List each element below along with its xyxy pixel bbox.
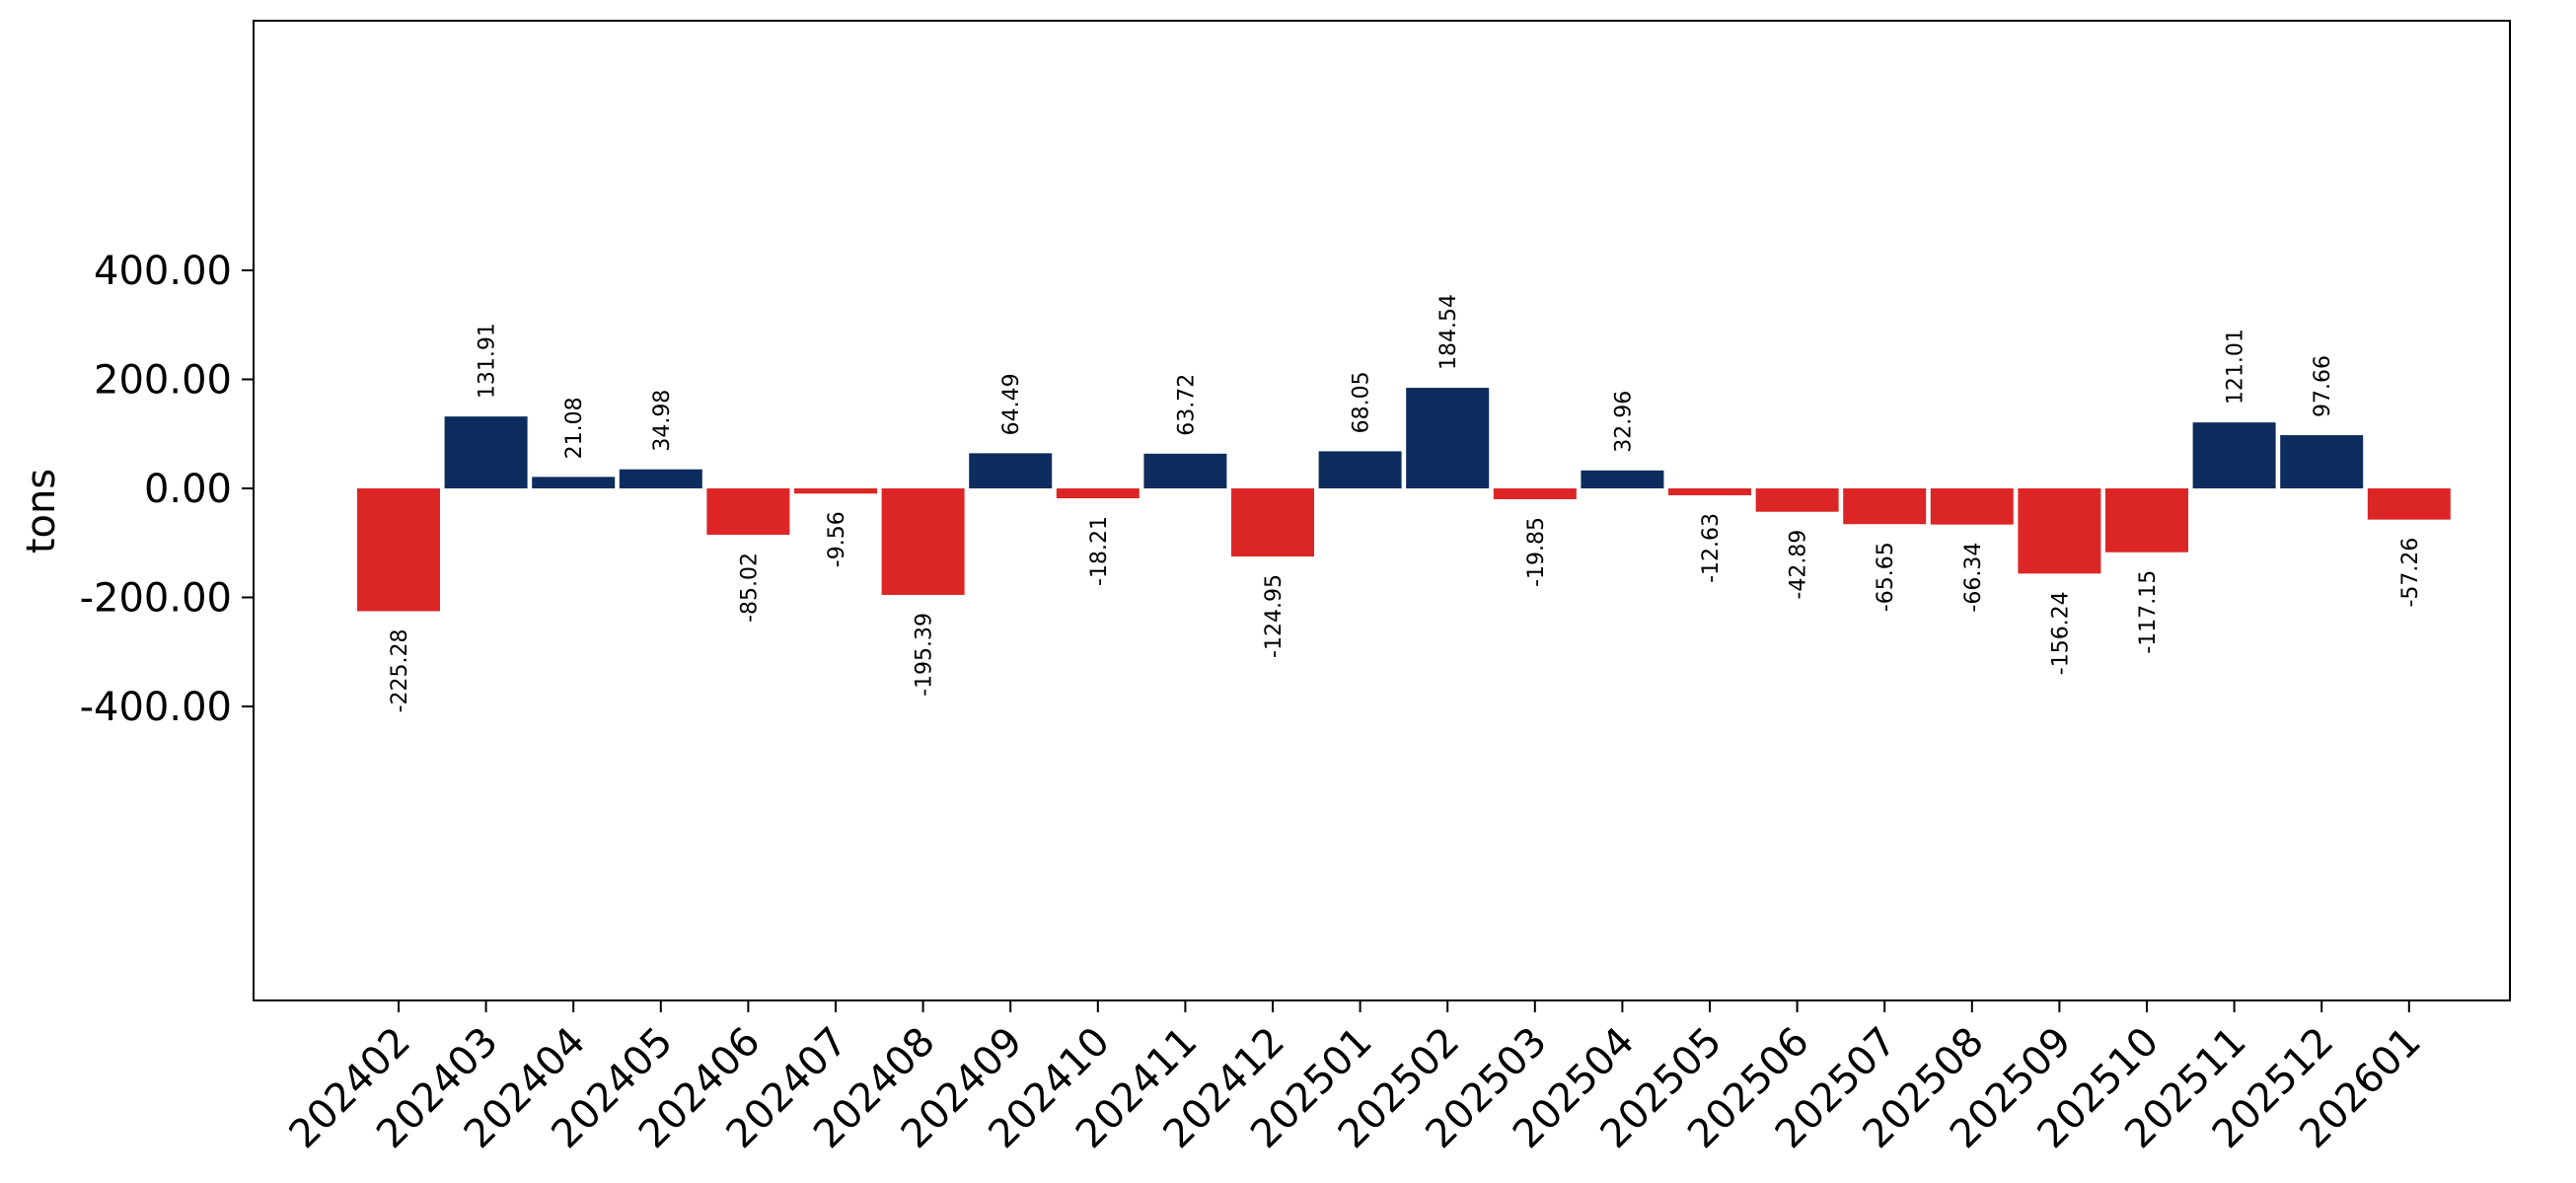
bar [1406,388,1490,488]
bar [2367,488,2451,520]
data-label: 121.01 [2224,329,2248,405]
y-axis-title: tons [19,469,64,554]
bar [1930,488,2014,525]
x-axis: 2024022024032024042024052024062024072024… [281,1000,2430,1157]
y-tick-label: 400.00 [94,249,232,294]
bar [969,453,1053,488]
bar [532,477,616,488]
bar [2018,488,2101,574]
bar [706,488,790,535]
y-tick-label: -400.00 [80,685,232,730]
data-label: 32.96 [1611,391,1636,453]
data-label: -124.95 [1262,574,1287,658]
data-label: 97.66 [2311,355,2335,417]
data-label: 64.49 [999,373,1024,435]
bar [1668,488,1751,495]
data-label: -9.56 [825,511,849,567]
data-label: 34.98 [650,390,675,452]
bar [1581,470,1664,488]
data-label: 63.72 [1174,374,1199,436]
bar [2105,488,2188,553]
bar [2192,422,2276,488]
data-label: -195.39 [913,613,937,697]
bar [1056,488,1140,499]
data-label: -42.89 [1787,530,1811,600]
data-label: 21.08 [562,397,587,459]
data-label: 184.54 [1436,294,1461,370]
bar [794,488,877,494]
bar [357,488,440,612]
data-label: -19.85 [1524,517,1549,587]
data-label: -66.34 [1961,543,1986,613]
data-label: -65.65 [1874,542,1898,612]
bar [881,488,965,595]
bar [1755,488,1839,512]
y-tick-label: -200.00 [80,576,232,622]
data-label: -12.63 [1699,513,1724,583]
bar [1493,488,1577,499]
data-label: -57.26 [2398,538,2423,608]
data-label: -18.21 [1087,516,1112,586]
y-tick-label: 200.00 [94,358,232,404]
bar [1843,488,1927,525]
y-axis: 400.00 200.00 0.00 -200.00 -400.00 [80,249,254,730]
bars-group: -225.28 131.91 21.08 34.98 -85.02 -9.56 -195.3… [357,294,2451,712]
bar [1318,451,1402,488]
y-tick-label: 0.00 [144,467,232,512]
bar [1231,488,1314,557]
data-label: -85.02 [737,553,762,623]
bar [2280,435,2364,488]
data-label: -225.28 [388,628,412,712]
bar [1143,453,1227,488]
data-label: -117.15 [2136,570,2161,654]
data-label: 68.05 [1350,371,1374,433]
data-label: 131.91 [476,323,500,399]
data-label: -156.24 [2048,591,2073,675]
bar [444,416,528,488]
bar [619,469,702,488]
